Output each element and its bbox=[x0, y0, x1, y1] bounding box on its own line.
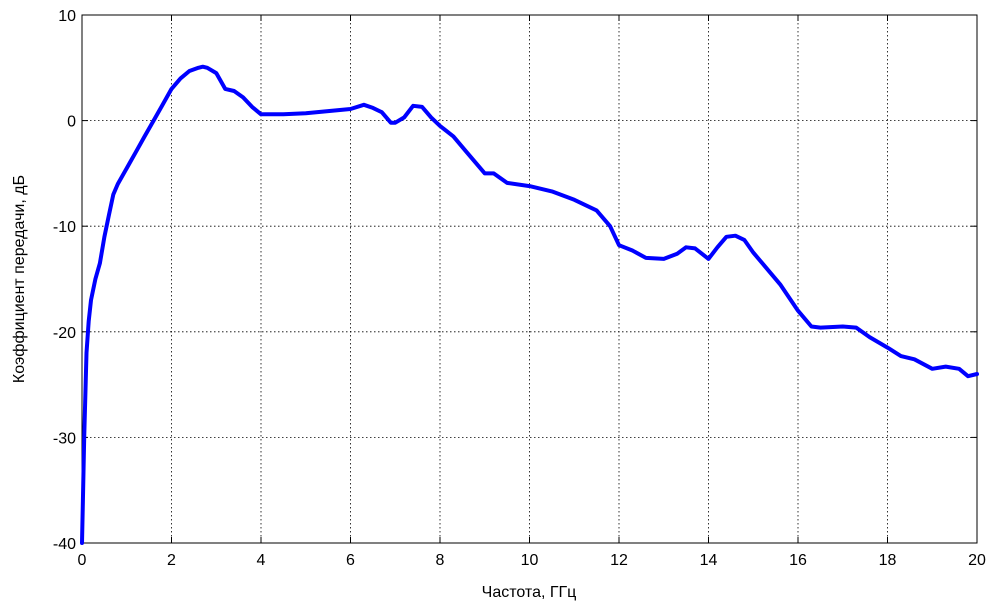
grid bbox=[82, 15, 977, 543]
x-axis-title: Частота, ГГц bbox=[482, 584, 577, 601]
x-tick-label: 0 bbox=[78, 552, 87, 569]
y-axis-title: Коэффициент передачи, дБ bbox=[11, 175, 28, 383]
x-tick-label: 8 bbox=[436, 552, 445, 569]
axis-ticks: 0 2 4 6 8 10 12 14 16 18 20 -40 -30 -20 -10 0 10 bbox=[53, 8, 986, 569]
x-tick-label: 18 bbox=[879, 552, 897, 569]
x-tick-label: 14 bbox=[700, 552, 718, 569]
x-tick-label: 4 bbox=[257, 552, 266, 569]
y-tick-label: 0 bbox=[67, 114, 76, 131]
y-tick-label: -10 bbox=[53, 219, 76, 236]
x-tick-label: 16 bbox=[789, 552, 807, 569]
y-tick-label: 10 bbox=[58, 8, 76, 25]
x-tick-label: 10 bbox=[521, 552, 539, 569]
y-tick-label: -40 bbox=[53, 536, 76, 553]
y-tick-label: -30 bbox=[53, 430, 76, 447]
x-tick-label: 6 bbox=[346, 552, 355, 569]
x-tick-label: 20 bbox=[968, 552, 986, 569]
y-tick-label: -20 bbox=[53, 325, 76, 342]
x-tick-label: 2 bbox=[167, 552, 176, 569]
series-group bbox=[80, 64, 979, 545]
x-tick-label: 12 bbox=[610, 552, 628, 569]
series-line-0 bbox=[80, 64, 979, 545]
